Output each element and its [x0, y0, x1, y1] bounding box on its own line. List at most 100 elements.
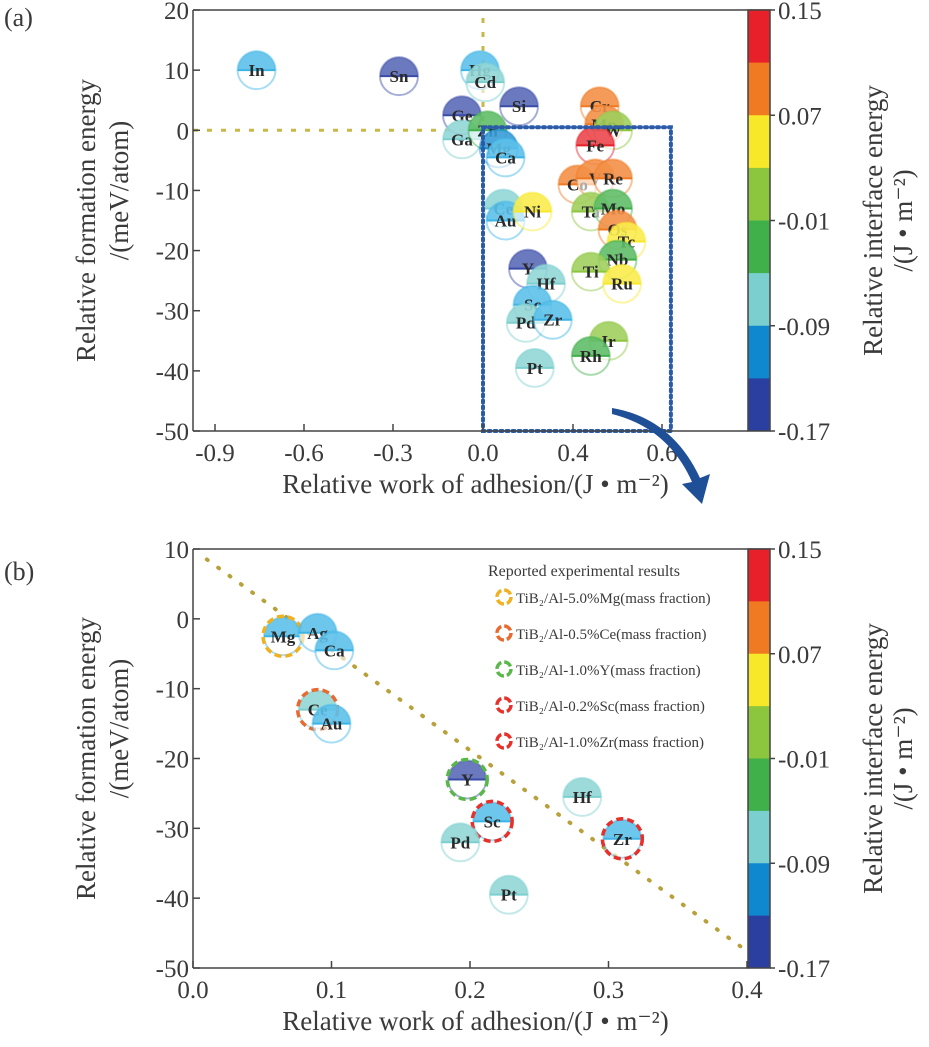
legend-marker-icon [495, 624, 513, 642]
data-point-sc: Sc [470, 799, 514, 844]
point-label: In [248, 61, 265, 80]
data-point-ru: Ru [601, 263, 642, 304]
point-fill [298, 690, 337, 710]
x-tick-label: 0.3 [593, 977, 624, 1004]
legend-item-label: TiB₂/Al-0.2%Sc(mass fraction) [516, 699, 705, 715]
colorbar-segment [748, 758, 770, 812]
colorbar-title-units: /(J • m⁻²) [888, 707, 918, 809]
point-fill [513, 192, 552, 212]
x-tick-label: 0.2 [454, 977, 485, 1004]
point-fill [571, 336, 610, 356]
point-fill [533, 300, 572, 320]
point-fill [380, 57, 418, 77]
panel-b: MgAgCaCeAuYHfScPdZrPtReported experiment… [4, 537, 918, 1036]
legend-item-label: TiB₂/Al-1.0%Zr(mass fraction) [516, 735, 704, 751]
point-label: Pt [527, 359, 543, 378]
colorbar-title: Relative interface energy [858, 85, 888, 356]
point-fill [515, 348, 554, 368]
y-tick-label: 0 [177, 607, 190, 634]
x-tick-label: 0.4 [557, 440, 589, 467]
data-point-ni: Ni [512, 191, 553, 232]
point-fill [513, 285, 552, 305]
data-point-ca: Ca [314, 630, 355, 671]
colorbar-segment [748, 10, 770, 64]
data-point-rh: Rh [570, 335, 611, 376]
x-axis-title: Relative work of adhesion/(J • m⁻²) [282, 469, 668, 499]
x-tick-label: 0.1 [316, 977, 347, 1004]
legend: Reported experimental results TiB₂/Al-5.0… [488, 563, 711, 751]
colorbar-tick-label: -0.17 [778, 956, 830, 983]
colorbar-segment [748, 706, 770, 759]
y-tick-label: 10 [164, 537, 189, 564]
y-tick-label: -20 [156, 239, 189, 266]
y-tick-label: -10 [156, 677, 189, 704]
point-label: Hf [573, 788, 592, 807]
data-point-ti: Ti [570, 251, 611, 292]
y-tick-label: -30 [156, 299, 189, 326]
y-axis-title-units: /(meV/atom) [104, 659, 134, 798]
legend-item-label: TiB₂/Al-5.0%Mg(mass fraction) [516, 591, 711, 607]
point-label: Ga [451, 130, 473, 149]
x-tick-label: -0.9 [195, 440, 235, 467]
point-label: Cd [474, 73, 496, 92]
colorbar-tick-label: -0.09 [778, 314, 830, 341]
x-tick-label: -0.3 [373, 440, 413, 467]
colorbar-tick-label: -0.17 [778, 419, 830, 446]
point-fill [603, 819, 642, 839]
colorbar-tick-label: -0.01 [778, 209, 830, 236]
data-point-y: Y [445, 757, 489, 802]
colorbar-segment [748, 810, 770, 864]
data-point-sn: Sn [379, 56, 419, 97]
x-tick-label: 0.0 [177, 977, 208, 1004]
colorbar-segment [748, 220, 770, 274]
data-point-in: In [236, 50, 277, 91]
point-fill [489, 875, 528, 895]
colorbar-tick-label: 0.15 [778, 0, 822, 25]
colorbar-segment [748, 62, 770, 116]
zoom-arrow-icon [612, 408, 710, 504]
colorbar-segment [748, 273, 770, 327]
data-point-cd: Cd [465, 62, 506, 103]
y-tick-label: 10 [164, 58, 189, 85]
point-fill [589, 321, 628, 341]
y-tick-label: -20 [156, 747, 189, 774]
data-point-fe: Fe [575, 125, 616, 166]
legend-marker-icon [495, 588, 513, 606]
point-label: Au [495, 212, 517, 231]
colorbar-segment [748, 115, 770, 169]
y-axis-title: Relative formation energy [71, 617, 101, 900]
point-fill [509, 249, 547, 269]
colorbar-tick-label: 0.15 [778, 537, 822, 564]
data-point-si: Si [499, 86, 539, 127]
y-tick-label: 0 [177, 118, 190, 145]
y-axis-title-units: /(meV/atom) [104, 121, 134, 260]
point-label: Ti [583, 263, 599, 282]
data-point-pt: Pt [514, 347, 555, 388]
point-label: Ni [524, 202, 541, 221]
point-fill [237, 51, 276, 71]
data-point-ca: Ca [485, 137, 526, 178]
x-tick-label: 0.0 [467, 440, 498, 467]
colorbar-segment [748, 167, 770, 221]
colorbar-tick-label: 0.07 [778, 642, 822, 669]
point-label: Re [603, 169, 623, 188]
legend-marker-icon [495, 696, 513, 714]
point-fill [500, 87, 538, 107]
point-fill [443, 96, 481, 116]
legend-item-label: TiB₂/Al-1.0%Y(mass fraction) [516, 663, 701, 679]
point-fill [473, 802, 512, 822]
y-axis-title: Relative formation energy [71, 79, 101, 362]
point-fill [580, 87, 619, 107]
colorbar-segment [748, 325, 770, 379]
experimental-ring [470, 799, 514, 844]
data-point-au: Au [311, 703, 352, 744]
point-fill [527, 264, 565, 284]
point-fill [448, 760, 487, 780]
legend-title: Reported experimental results [488, 563, 680, 580]
colorbar-segment [748, 549, 770, 602]
point-fill [571, 252, 610, 272]
colorbar-segment [748, 915, 770, 969]
point-fill [576, 126, 615, 146]
y-tick-label: -40 [156, 886, 189, 913]
